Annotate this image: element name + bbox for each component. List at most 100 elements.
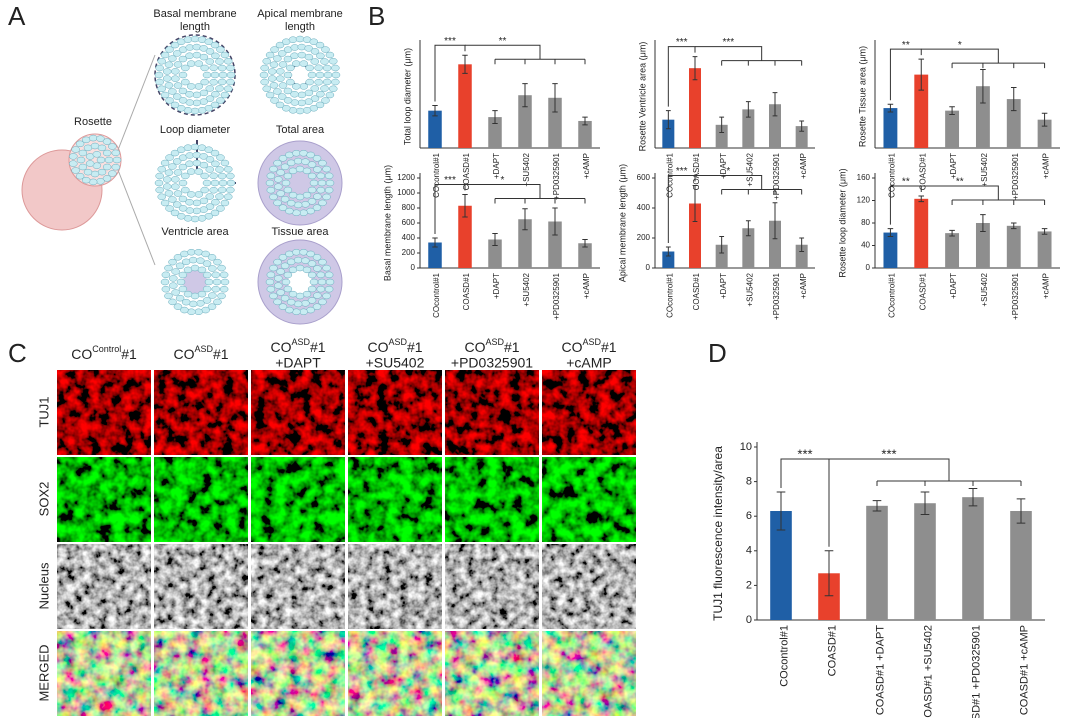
cell (172, 158, 182, 165)
cell (173, 82, 183, 89)
cell (313, 292, 322, 299)
cell (314, 78, 323, 86)
cell (321, 46, 330, 53)
cell (165, 46, 174, 53)
cell (211, 198, 220, 206)
bracket (465, 44, 586, 65)
bar (689, 203, 701, 268)
cell (69, 160, 78, 167)
cell (299, 83, 308, 90)
cell (155, 172, 164, 180)
y-tick-label: 8 (746, 476, 752, 488)
cell (286, 64, 295, 72)
x-tick-label: COcontrol#1 (432, 152, 441, 197)
cell (172, 93, 182, 100)
micrograph (542, 544, 636, 629)
header-part: CO (71, 346, 92, 362)
cell (112, 156, 122, 164)
cell (178, 97, 188, 104)
cell (315, 71, 325, 79)
cell (211, 160, 220, 168)
bar (662, 251, 675, 268)
cell (307, 271, 317, 279)
y-tick-label: 400 (637, 203, 651, 212)
micrograph (57, 457, 151, 542)
cell (160, 199, 170, 207)
cell (164, 264, 173, 272)
bar (975, 86, 990, 148)
cell (220, 159, 230, 167)
y-tick-label: 0 (646, 263, 651, 272)
micrograph (251, 457, 345, 542)
cell (281, 278, 291, 286)
micrograph (445, 544, 539, 629)
cell (295, 107, 305, 115)
cell (283, 271, 293, 279)
bracket (921, 48, 1046, 69)
cell (226, 172, 235, 180)
bar (715, 244, 728, 268)
cell (266, 271, 276, 279)
cell (102, 163, 112, 171)
cell (164, 292, 173, 300)
panel-label: B (368, 1, 385, 31)
x-tick-label: +SU5402 (522, 152, 531, 186)
cell (102, 175, 112, 182)
cell (322, 292, 331, 300)
cell (176, 105, 186, 112)
cell (218, 179, 228, 187)
x-tick-label: COASD#1 +PD0325901 (970, 625, 982, 718)
error-bar (1010, 86, 1017, 112)
cell (212, 278, 222, 286)
bar (742, 109, 755, 148)
cell (108, 143, 117, 150)
cell (171, 176, 180, 183)
cell (313, 265, 322, 272)
header-part: #1 (504, 339, 520, 355)
error-bar (432, 105, 438, 117)
error-bar (522, 83, 528, 108)
bar (488, 117, 502, 148)
cell (178, 163, 188, 171)
cell (162, 68, 172, 75)
cell (276, 75, 285, 82)
cell (269, 165, 278, 173)
column-header: COASD#1 (367, 337, 422, 354)
cell (178, 179, 188, 187)
x-tick-label: COASD#1 +SU5402 (922, 625, 934, 718)
cell (310, 48, 320, 55)
cell (267, 75, 277, 82)
bracket (695, 46, 803, 66)
cell (269, 193, 278, 201)
header-part: CO (367, 339, 388, 355)
cell (325, 51, 335, 59)
x-tick-label: COASD#1 (692, 152, 701, 190)
cell (274, 183, 283, 190)
x-tick-label: +cAMP (1042, 153, 1051, 179)
cell (211, 90, 220, 98)
y-tick-label: 600 (637, 173, 651, 182)
x-tick-label: +DAPT (949, 273, 958, 299)
cell (283, 71, 293, 79)
cell (273, 55, 282, 62)
cell (210, 71, 220, 79)
diagram-label: Tissue area (271, 226, 329, 238)
cell (266, 172, 276, 180)
cell (96, 178, 105, 185)
cell (164, 190, 174, 197)
y-tick-label: 1200 (397, 173, 415, 182)
cell (192, 51, 202, 59)
micrograph (348, 457, 442, 542)
error-bar (719, 236, 725, 254)
y-axis-label: Total loop diameter (μm) (402, 48, 412, 145)
cell (273, 159, 282, 167)
y-tick-label: 600 (402, 218, 416, 227)
cell (185, 160, 194, 168)
micrograph (445, 457, 539, 542)
cell (181, 78, 190, 86)
cell (202, 71, 212, 79)
header-part: Control (92, 344, 121, 354)
cell (173, 61, 183, 68)
cell (216, 46, 225, 53)
cell (331, 78, 340, 86)
